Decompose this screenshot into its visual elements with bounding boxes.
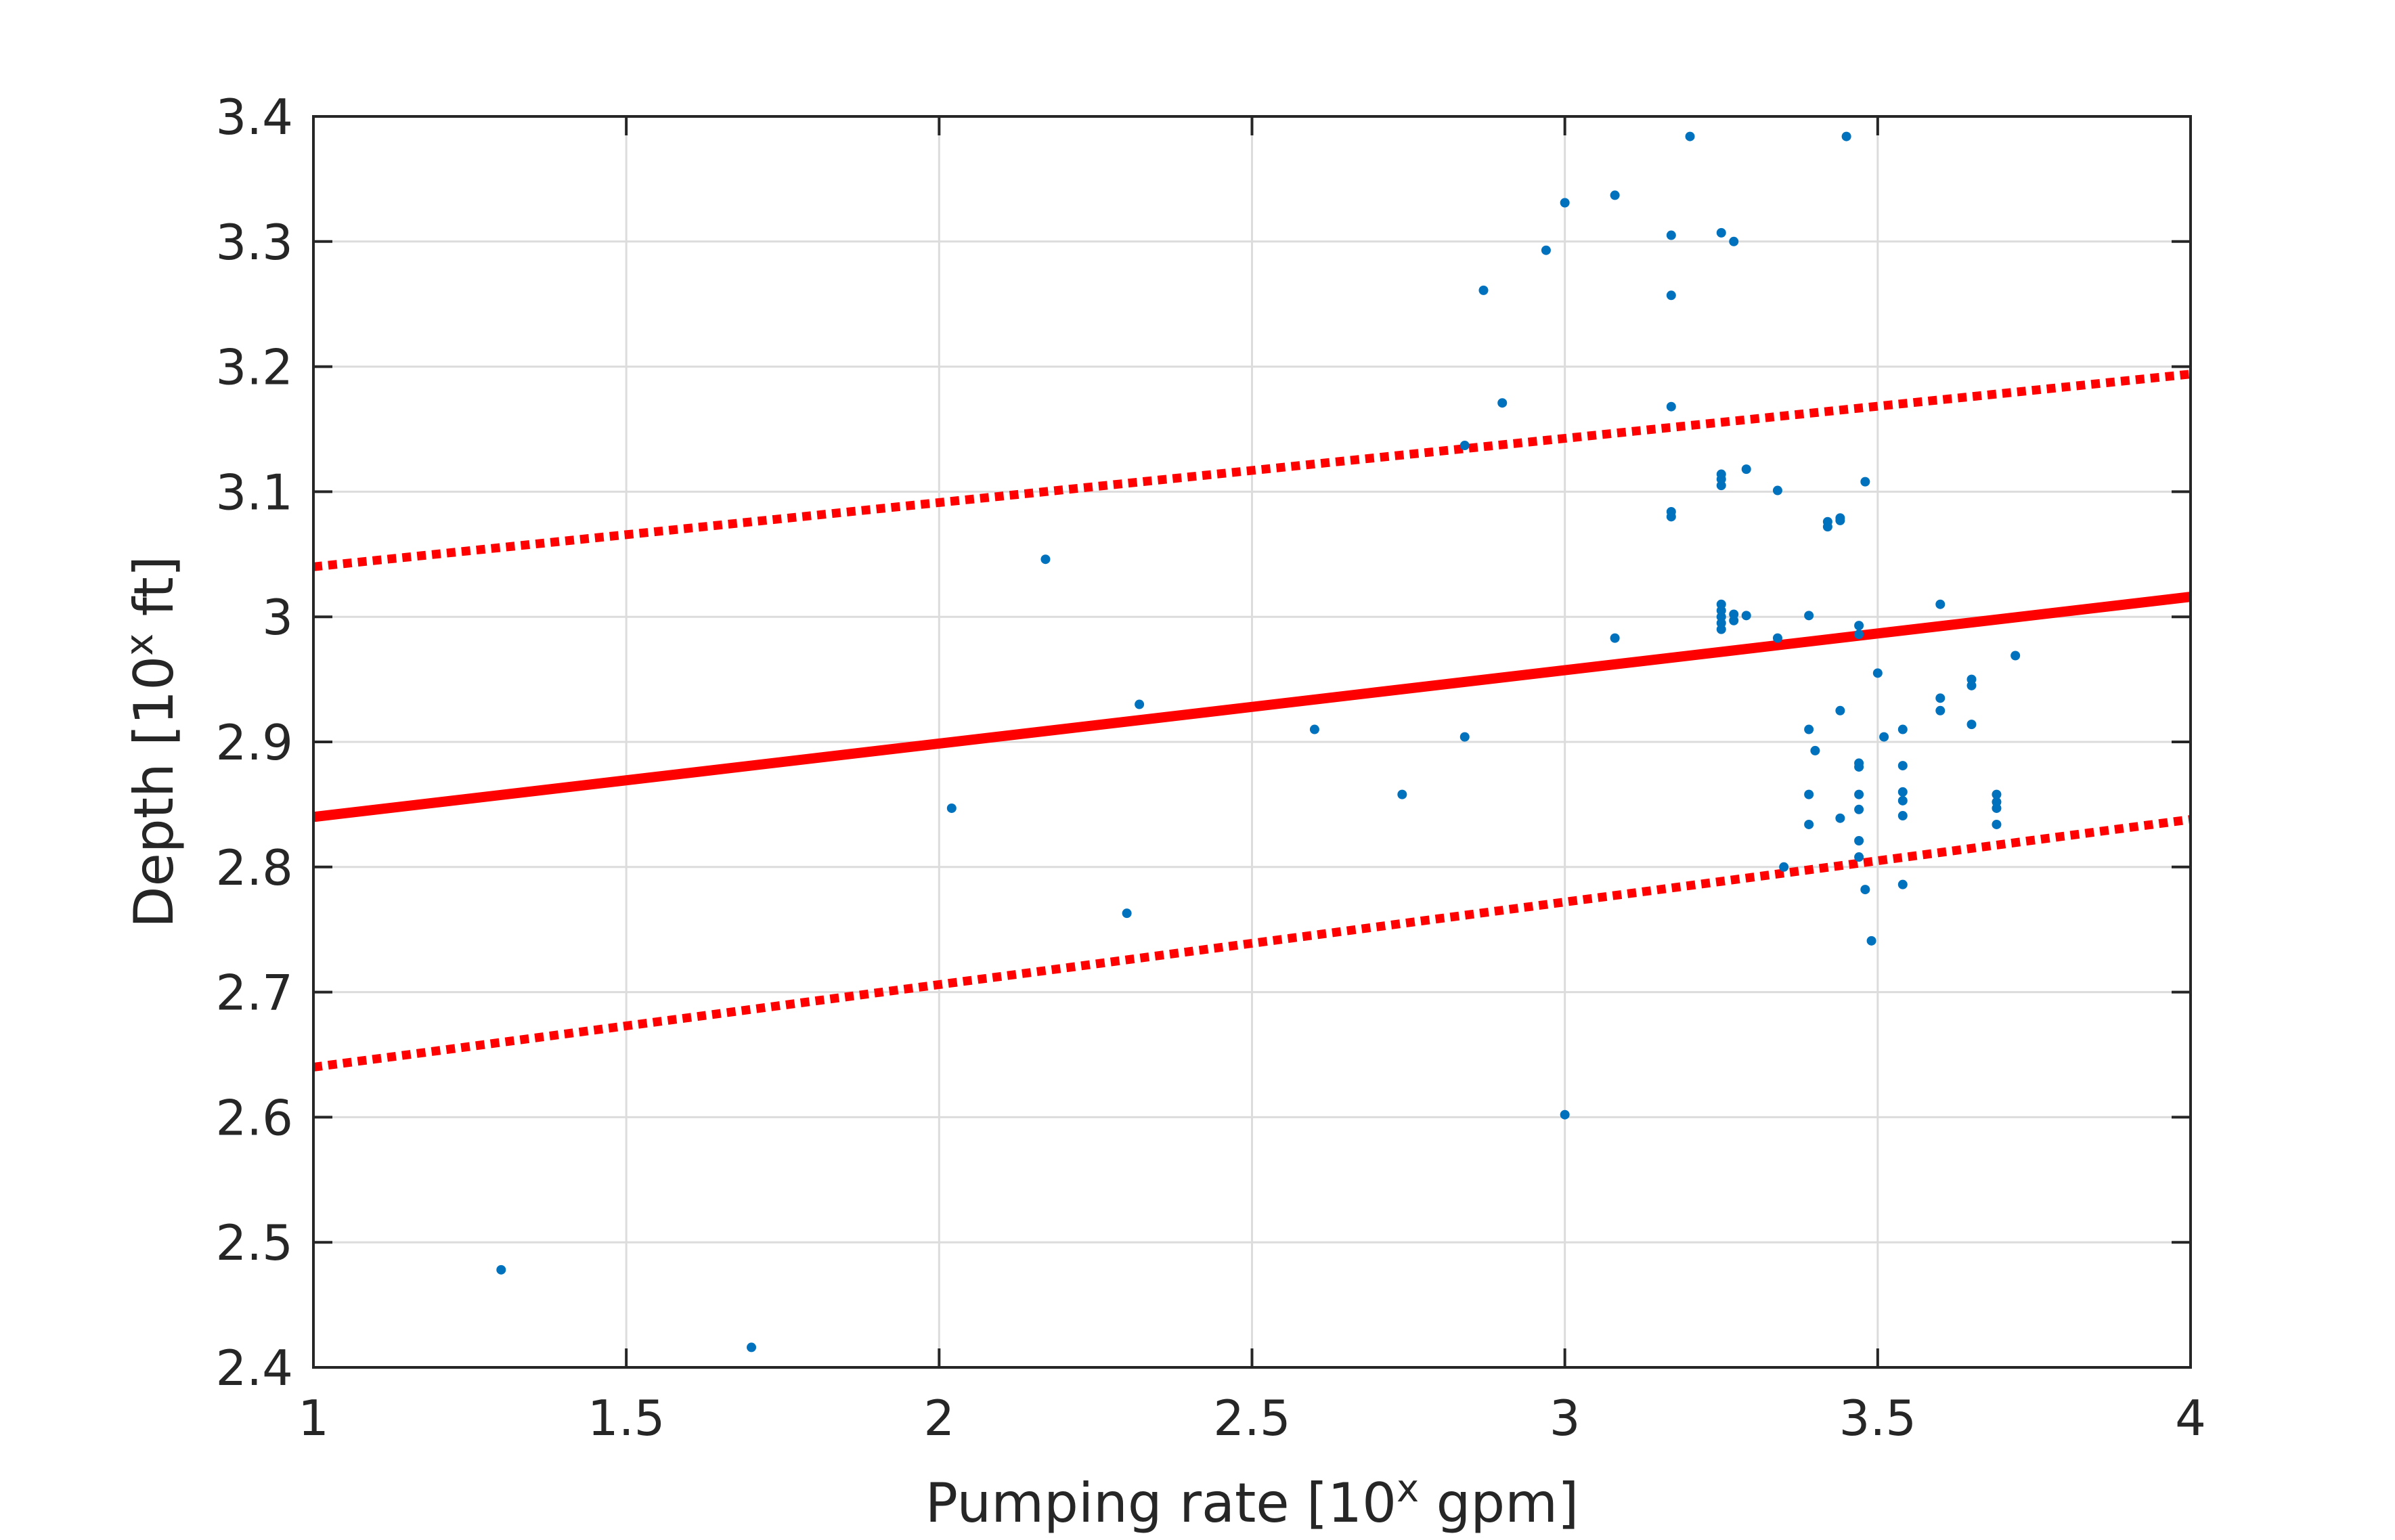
data-point [1741, 464, 1751, 475]
data-point [1854, 762, 1864, 772]
confidence-bound-line [313, 815, 2191, 1072]
data-point [1772, 485, 1782, 496]
data-point [1992, 819, 2002, 829]
data-point [1459, 441, 1470, 451]
x-tick-label: 4 [2175, 1390, 2206, 1447]
data-point [1966, 680, 1977, 690]
data-point [1935, 705, 1946, 716]
y-tick-label: 2.5 [215, 1214, 293, 1271]
data-point [1897, 795, 1908, 806]
data-point [1804, 789, 1814, 799]
data-point [1835, 515, 1845, 525]
data-point [1992, 803, 2002, 813]
tick-labels: 1 1.5 2 2.5 3 3.5 4 2.4 2.5 2.6 2.7 2.8 2.9 3 3.1 3.2 3.… [215, 89, 2205, 1447]
data-point [1741, 611, 1751, 621]
data-point [1854, 630, 1864, 640]
data-point [747, 1342, 757, 1352]
y-tick-label: 3.2 [215, 339, 293, 396]
data-point [1716, 227, 1726, 238]
data-point [1860, 885, 1870, 895]
data-point [1804, 724, 1814, 734]
data-point [1835, 813, 1845, 823]
x-tick-label: 1 [298, 1390, 329, 1447]
x-tick-label: 2.5 [1213, 1390, 1291, 1447]
data-point [1835, 705, 1845, 716]
data-point [1854, 789, 1864, 799]
x-tick-label: 3 [1550, 1390, 1581, 1447]
x-tick-label: 1.5 [588, 1390, 665, 1447]
data-point [1860, 477, 1870, 487]
data-point [1854, 804, 1864, 814]
data-point [946, 803, 957, 813]
y-tick-label: 2.6 [215, 1089, 293, 1146]
data-point [1879, 732, 1889, 742]
data-point [1560, 1109, 1570, 1120]
data-point [1541, 245, 1551, 255]
data-point [1854, 621, 1864, 631]
y-tick-label: 2.4 [215, 1340, 293, 1396]
x-tick-label: 2 [923, 1390, 954, 1447]
data-point [1716, 624, 1726, 634]
y-tick-label: 3.1 [215, 464, 293, 521]
data-point [1841, 131, 1851, 141]
data-point [1122, 908, 1132, 919]
data-point [1897, 724, 1908, 734]
data-point [1497, 398, 1508, 408]
data-point [1822, 522, 1832, 532]
data-point [1685, 131, 1695, 141]
y-axis-label: Depth [10x ft] [118, 556, 185, 928]
data-point [1610, 633, 1620, 643]
data-point [1610, 190, 1620, 200]
data-point [1716, 481, 1726, 491]
y-tick-label: 3.3 [215, 214, 293, 271]
fit-lines [313, 370, 2191, 1072]
y-tick-label: 2.7 [215, 965, 293, 1021]
data-point [1966, 720, 1977, 730]
data-point [1309, 724, 1319, 734]
data-point [1397, 789, 1407, 799]
data-point [2011, 651, 2021, 661]
data-point [1897, 787, 1908, 797]
data-point [1854, 852, 1864, 862]
y-tick-label: 3.4 [215, 89, 293, 146]
data-point [1729, 615, 1739, 625]
data-point [1666, 512, 1676, 522]
data-point [1810, 745, 1820, 755]
data-point [1666, 230, 1676, 240]
data-point [1666, 290, 1676, 301]
regression-line [313, 592, 2191, 822]
y-tick-label: 3 [262, 589, 293, 646]
x-axis-label: Pumping rate [10x gpm] [925, 1467, 1579, 1535]
data-point [1478, 285, 1489, 295]
data-point [1040, 554, 1051, 565]
data-point [1772, 633, 1782, 643]
data-point [1935, 693, 1946, 703]
y-tick-label: 2.9 [215, 714, 293, 771]
data-point [1872, 668, 1883, 678]
data-point [1935, 599, 1946, 609]
data-point [1866, 936, 1876, 946]
data-point [1779, 862, 1789, 872]
data-point [1897, 811, 1908, 821]
confidence-bound-line [313, 370, 2191, 571]
data-point [1804, 611, 1814, 621]
data-point [1992, 789, 2002, 799]
data-point [1560, 198, 1570, 208]
data-point [1854, 835, 1864, 845]
data-point [1897, 761, 1908, 771]
axis-ticks [312, 115, 2192, 1369]
data-point [1897, 879, 1908, 889]
x-tick-label: 3.5 [1839, 1390, 1917, 1447]
data-point [1135, 699, 1145, 709]
data-points [496, 131, 2021, 1352]
data-point [496, 1264, 506, 1275]
y-tick-label: 2.8 [215, 839, 293, 896]
data-point [1666, 401, 1676, 412]
data-point [1729, 236, 1739, 246]
data-point [1804, 819, 1814, 829]
data-point [1459, 732, 1470, 742]
